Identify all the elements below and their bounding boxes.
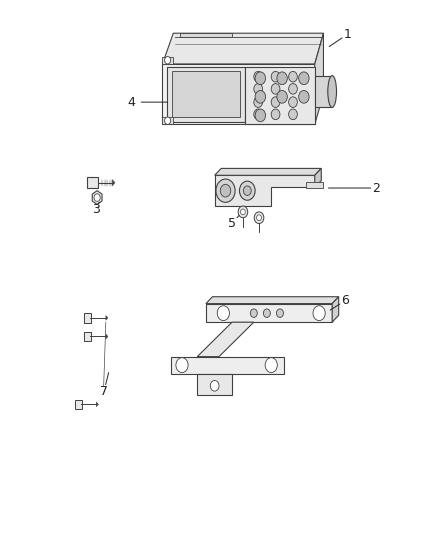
Circle shape: [240, 209, 245, 215]
Circle shape: [289, 109, 297, 119]
Polygon shape: [92, 191, 102, 205]
Circle shape: [271, 109, 280, 119]
Circle shape: [244, 186, 251, 196]
Bar: [84, 332, 91, 341]
Polygon shape: [106, 334, 108, 339]
Text: 4: 4: [127, 95, 135, 109]
Circle shape: [217, 306, 230, 320]
Polygon shape: [162, 117, 173, 124]
Circle shape: [254, 97, 262, 108]
Polygon shape: [306, 182, 323, 188]
Circle shape: [255, 91, 265, 103]
Text: 3: 3: [92, 203, 100, 216]
Polygon shape: [113, 180, 115, 186]
Circle shape: [271, 84, 280, 94]
Circle shape: [289, 71, 297, 82]
Circle shape: [277, 72, 287, 85]
Circle shape: [251, 309, 257, 317]
Circle shape: [271, 97, 280, 108]
Polygon shape: [197, 374, 232, 395]
Ellipse shape: [328, 76, 336, 108]
Circle shape: [254, 84, 262, 94]
Polygon shape: [106, 316, 108, 320]
Polygon shape: [215, 168, 321, 175]
Circle shape: [277, 91, 287, 103]
Bar: [87, 177, 98, 189]
Circle shape: [289, 84, 297, 94]
Polygon shape: [315, 168, 321, 187]
Polygon shape: [162, 33, 323, 64]
Text: 2: 2: [373, 182, 381, 195]
Circle shape: [271, 71, 280, 82]
Circle shape: [165, 56, 171, 64]
Text: 1: 1: [343, 28, 351, 41]
Circle shape: [216, 179, 235, 203]
Bar: [75, 400, 82, 409]
Polygon shape: [206, 297, 339, 304]
Polygon shape: [172, 71, 240, 117]
Circle shape: [210, 381, 219, 391]
Circle shape: [220, 184, 231, 197]
Circle shape: [299, 91, 309, 103]
Circle shape: [94, 194, 100, 201]
Circle shape: [255, 109, 265, 122]
Circle shape: [299, 72, 309, 85]
Text: 6: 6: [341, 294, 349, 308]
Polygon shape: [197, 322, 254, 357]
Circle shape: [255, 72, 265, 85]
Circle shape: [254, 71, 262, 82]
Polygon shape: [171, 357, 284, 374]
Circle shape: [238, 206, 248, 217]
Circle shape: [240, 181, 255, 200]
Circle shape: [176, 358, 188, 373]
Circle shape: [263, 309, 270, 317]
Polygon shape: [180, 33, 232, 37]
Circle shape: [165, 117, 171, 124]
Circle shape: [254, 109, 262, 119]
Text: 7: 7: [100, 385, 108, 398]
Polygon shape: [96, 402, 99, 407]
Polygon shape: [315, 33, 323, 124]
Polygon shape: [315, 76, 332, 108]
Circle shape: [265, 358, 277, 373]
Polygon shape: [215, 175, 315, 206]
Polygon shape: [245, 67, 315, 124]
Circle shape: [289, 97, 297, 108]
Text: 5: 5: [228, 216, 236, 230]
Circle shape: [276, 309, 283, 317]
Circle shape: [257, 215, 261, 221]
Polygon shape: [167, 67, 245, 122]
Polygon shape: [332, 297, 339, 322]
Polygon shape: [206, 304, 332, 322]
Bar: [84, 313, 91, 322]
Polygon shape: [162, 56, 173, 64]
Polygon shape: [162, 64, 315, 124]
Circle shape: [313, 306, 325, 320]
Circle shape: [254, 212, 264, 223]
